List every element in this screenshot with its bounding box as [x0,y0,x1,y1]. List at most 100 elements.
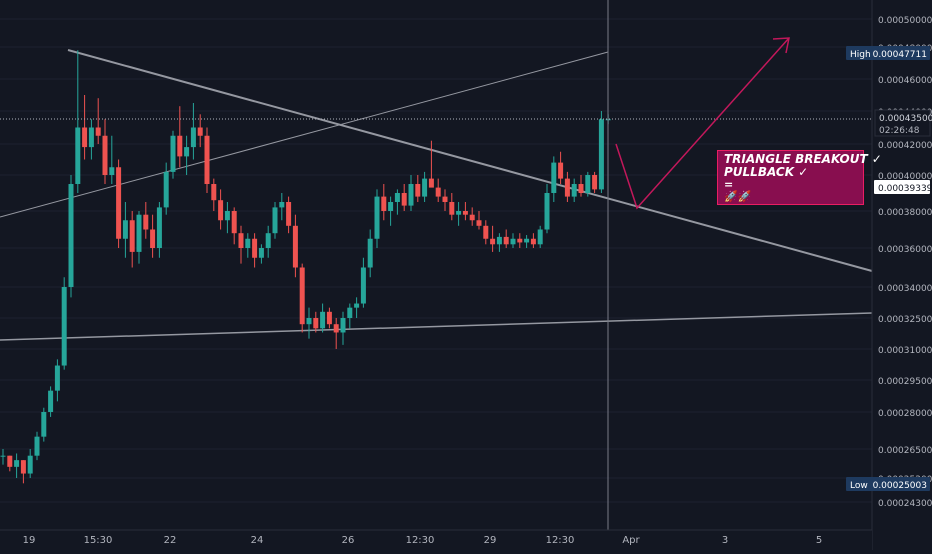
price-tick-label: 0.00029500 [878,377,932,387]
candle-body[interactable] [360,267,366,304]
candle-body[interactable] [231,211,237,234]
candle-body[interactable] [483,225,489,239]
candle-body[interactable] [136,214,142,252]
candle-body[interactable] [564,178,570,197]
candle-body[interactable] [27,455,33,474]
candle-body[interactable] [238,233,244,248]
candle-body[interactable] [252,238,258,258]
candle-body[interactable] [299,267,305,325]
candle-body[interactable] [456,211,462,215]
candle-body[interactable] [408,184,414,206]
candle-body[interactable] [102,135,108,175]
candle-body[interactable] [469,214,475,221]
candle-body[interactable] [354,303,360,308]
candle-body[interactable] [320,311,326,329]
candle-body[interactable] [122,220,128,239]
candle-body[interactable] [462,211,468,215]
candle-body[interactable] [496,236,502,245]
candle-body[interactable] [537,229,543,245]
candle-body[interactable] [109,167,115,175]
candle-body[interactable] [558,162,564,179]
candle-body[interactable] [163,171,169,208]
candle-body[interactable] [116,167,122,239]
candle-body[interactable] [347,307,353,318]
candle-body[interactable] [82,127,88,148]
candle-body[interactable] [14,460,20,467]
candle-body[interactable] [156,207,162,248]
candle-body[interactable] [211,184,217,201]
candle-body[interactable] [61,287,67,366]
candle-body[interactable] [388,202,394,211]
candle-body[interactable] [401,193,407,206]
candle-body[interactable] [143,214,149,230]
time-axis[interactable]: 19 15:30 22 24 26 12:30 29 12:30 Apr 3 5 [23,535,823,546]
candle-body[interactable] [197,127,203,136]
candle-body[interactable] [333,324,339,333]
candle-body[interactable] [598,119,604,190]
annotation-box[interactable]: TRIANGLE BREAKOUT ✓ PULLBACK ✓ = 🚀🚀 [717,150,882,205]
candle-body[interactable] [340,318,346,333]
candle-body[interactable] [7,455,13,467]
candle-body[interactable] [204,135,210,184]
candle-body[interactable] [292,225,298,268]
candle-body[interactable] [129,220,135,252]
candle-body[interactable] [272,207,278,234]
candle-body[interactable] [524,238,530,243]
candle-body[interactable] [218,200,224,221]
annotation-line-2: PULLBACK ✓ [724,165,809,179]
candle-body[interactable] [41,412,47,437]
candle-body[interactable] [224,211,230,221]
candle-body[interactable] [306,318,312,325]
candle-body[interactable] [422,178,428,197]
triangle-upper-trendline[interactable] [67,49,873,272]
candle-body[interactable] [88,127,94,148]
candle-body[interactable] [190,127,196,148]
candle-body[interactable] [544,193,550,230]
candle-body[interactable] [394,193,400,202]
candle-body[interactable] [381,196,387,211]
candle-body[interactable] [48,390,54,412]
candle-body[interactable] [578,184,584,193]
candle-body[interactable] [286,202,292,226]
candle-body[interactable] [551,162,557,193]
candle-body[interactable] [245,238,251,248]
candle-body[interactable] [184,147,190,157]
candle-body[interactable] [20,460,26,474]
candle-body[interactable] [510,238,516,245]
candle-body[interactable] [258,248,264,258]
candle-body[interactable] [170,135,176,172]
candle-body[interactable] [34,436,40,456]
candle-body[interactable] [449,202,455,215]
projection-arrow[interactable] [615,37,790,210]
candle-body[interactable] [68,184,74,287]
candle-body[interactable] [95,127,101,136]
candle-body[interactable] [517,238,523,243]
candle-body[interactable] [367,238,373,268]
candle-body[interactable] [585,175,591,193]
candle-body[interactable] [374,196,380,239]
candle-body[interactable] [265,233,271,248]
candle-body[interactable] [177,135,183,157]
candle-body[interactable] [476,220,482,226]
candle-body[interactable] [490,238,496,245]
candle-body[interactable] [415,184,421,197]
candle-body[interactable] [503,236,509,245]
candle-body[interactable] [326,311,332,325]
price-tick-label: 0.00046000 [878,76,932,86]
candle-body[interactable] [530,238,536,245]
candle-body[interactable] [54,365,60,391]
candle-body[interactable] [442,196,448,202]
candle-body[interactable] [150,229,156,249]
candle-body[interactable] [435,187,441,197]
support-line[interactable] [0,312,873,341]
candle-body[interactable] [428,178,434,188]
triangle-rising-line[interactable] [0,51,609,218]
candle-body[interactable] [571,184,577,197]
candle-body[interactable] [75,127,81,185]
candle-body[interactable] [279,202,285,208]
candle-body[interactable] [592,175,598,190]
candle-body[interactable] [313,318,319,329]
candle-body[interactable] [0,455,6,457]
